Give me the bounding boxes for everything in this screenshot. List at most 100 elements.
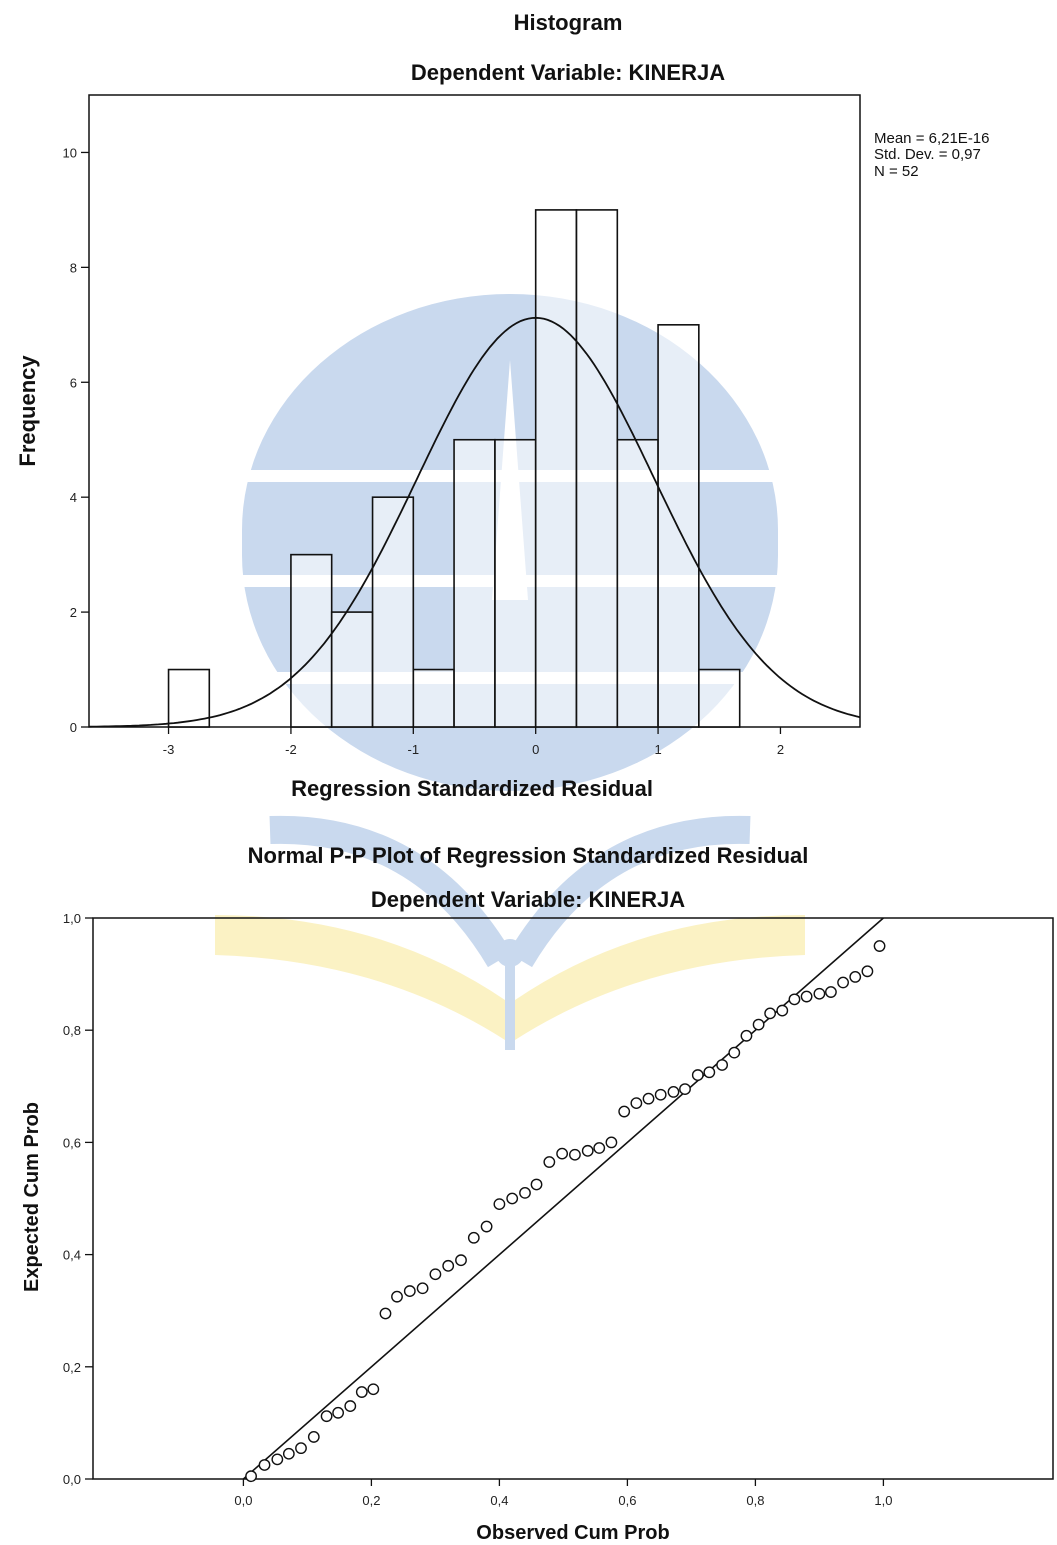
y-tick-label: 0,6 — [63, 1135, 81, 1150]
pp-point — [379, 1307, 392, 1320]
x-tick-label: 1,0 — [874, 1493, 892, 1508]
normal-curve — [88, 316, 861, 728]
pp-point — [493, 1198, 506, 1211]
pp-point — [593, 1142, 606, 1154]
y-tick-label: 2 — [70, 605, 77, 620]
pp-point — [642, 1092, 655, 1105]
pp-y-axis-label: Expected Cum Prob — [21, 1102, 43, 1292]
histogram-stats: Mean = 6,21E-16 Std. Dev. = 0,97 N = 52 — [874, 130, 990, 180]
pp-point — [530, 1178, 543, 1191]
pp-y-ticks: 0,0 0,2 0,4 0,6 0,8 1,0 — [63, 911, 93, 1487]
histogram-chart: Histogram Dependent Variable: KINERJA -3… — [15, 10, 990, 801]
pp-point — [691, 1069, 704, 1081]
y-tick-label: 0,2 — [63, 1360, 81, 1375]
y-tick-label: 8 — [70, 260, 77, 275]
pp-point — [543, 1156, 556, 1168]
stats-std-dev: Std. Dev. = 0,97 — [874, 146, 981, 163]
histogram-bar — [290, 553, 333, 728]
y-tick-label: 0,4 — [63, 1248, 81, 1263]
pp-point — [837, 976, 849, 989]
pp-point — [569, 1148, 581, 1161]
histogram-bar — [167, 668, 211, 728]
pp-point — [849, 971, 862, 983]
watermark-book-arch-left — [269, 815, 513, 968]
pp-point — [258, 1459, 271, 1471]
pp-point — [861, 965, 874, 978]
pp-point — [455, 1254, 467, 1267]
pp-title: Normal P-P Plot of Regression Standardiz… — [248, 843, 809, 868]
pp-point — [519, 1186, 531, 1199]
histogram-bar — [330, 611, 374, 728]
pp-point — [391, 1290, 403, 1303]
pp-point — [403, 1285, 416, 1297]
x-tick-label: 0,6 — [618, 1493, 636, 1508]
pp-point — [630, 1097, 643, 1110]
pp-point — [271, 1453, 284, 1466]
histogram-title: Histogram — [514, 10, 623, 35]
x-tick-label: 0,2 — [362, 1493, 380, 1508]
pp-point — [556, 1147, 569, 1160]
pp-point — [429, 1268, 442, 1281]
watermark-nib-stem — [505, 960, 515, 1050]
pp-x-axis-label: Observed Cum Prob — [476, 1522, 669, 1544]
histogram-bar — [494, 438, 537, 728]
pp-point — [788, 993, 801, 1006]
pp-point — [282, 1447, 295, 1460]
pp-point — [752, 1018, 765, 1031]
histogram-bar — [371, 496, 415, 728]
x-tick-label: 1 — [654, 742, 661, 757]
pp-plot-chart: Normal P-P Plot of Regression Standardiz… — [21, 843, 1054, 1544]
x-tick-label: -3 — [163, 742, 175, 757]
histogram-bar — [575, 209, 619, 728]
watermark-nib-dot — [496, 939, 524, 967]
histogram-subtitle: Dependent Variable: KINERJA — [411, 60, 725, 85]
pp-point — [716, 1059, 729, 1071]
x-tick-label: 2 — [777, 742, 784, 757]
pp-point — [667, 1086, 680, 1098]
pp-x-ticks: 0,0 0,2 0,4 0,6 0,8 1,0 — [234, 1479, 892, 1508]
pp-point — [825, 986, 837, 998]
y-tick-label: 1,0 — [63, 911, 81, 926]
histogram-bar — [698, 668, 741, 728]
pp-point — [355, 1386, 368, 1398]
pp-point — [480, 1220, 493, 1233]
histogram-bar — [616, 438, 659, 728]
pp-point — [307, 1431, 320, 1443]
stats-mean: Mean = 6,21E-16 — [874, 130, 990, 147]
histogram-bar — [412, 668, 455, 728]
pp-points — [245, 940, 886, 1483]
pp-point — [320, 1410, 333, 1423]
y-tick-label: 10 — [63, 145, 77, 160]
pp-point — [332, 1406, 345, 1419]
pp-point — [740, 1029, 753, 1042]
pp-point — [581, 1144, 594, 1157]
watermark-book-left — [215, 915, 505, 1040]
histogram-x-axis-label: Regression Standardized Residual — [291, 776, 653, 801]
pp-point — [442, 1259, 455, 1272]
pp-point — [873, 940, 886, 952]
y-tick-label: 6 — [70, 375, 77, 390]
pp-point — [618, 1105, 631, 1118]
pp-point — [813, 987, 826, 1000]
y-tick-label: 0,8 — [63, 1023, 81, 1038]
pp-point — [800, 990, 813, 1003]
histogram-bar — [453, 438, 496, 728]
watermark-book-right — [515, 915, 805, 1040]
pp-point — [416, 1282, 429, 1295]
pp-point — [654, 1088, 667, 1101]
x-tick-label: 0,0 — [234, 1493, 252, 1508]
x-tick-label: -2 — [285, 742, 297, 757]
histogram-y-axis-label: Frequency — [15, 355, 40, 467]
pp-point — [367, 1383, 380, 1396]
pp-point — [703, 1066, 716, 1079]
pp-point — [776, 1004, 789, 1017]
pp-point — [295, 1442, 307, 1455]
y-tick-label: 0 — [70, 720, 77, 735]
pp-point — [245, 1470, 257, 1483]
histogram-x-ticks: -3 -2 -1 0 1 2 — [163, 727, 784, 757]
histogram-y-ticks: 0 2 4 6 8 10 — [63, 145, 89, 735]
x-tick-label: 0,4 — [490, 1493, 508, 1508]
histogram-bar — [534, 209, 578, 728]
stats-n: N = 52 — [874, 163, 919, 180]
histogram-bar — [657, 324, 700, 728]
